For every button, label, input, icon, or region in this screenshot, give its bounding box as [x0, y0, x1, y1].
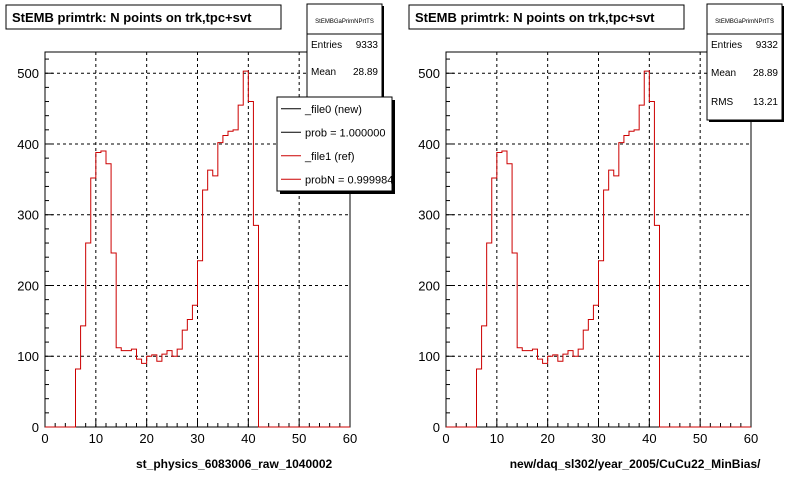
x-tick-label: 0 [442, 431, 449, 446]
legend-entry-label: prob = 1.000000 [305, 127, 385, 139]
x-tick-label: 10 [89, 431, 103, 446]
stats-header: StEMBGaPrimNPrtTS [715, 19, 774, 25]
stats-value: 9332 [756, 40, 779, 51]
y-tick-label: 200 [418, 278, 440, 293]
stats-label: RMS [711, 97, 734, 108]
legend-entry-label: _file1 (ref) [304, 151, 355, 163]
y-tick-label: 400 [418, 137, 440, 152]
left-histogram-panel: 0 10 20 30 40 50 60 0 100 200 300 400 500 StEMB primt… [5, 3, 395, 471]
y-tick-label: 500 [17, 66, 39, 81]
chart-title: StEMB primtrk: N points on trk,tpc+svt [12, 10, 252, 25]
legend-entry-label: _file0 (new) [304, 104, 362, 116]
x-axis-label: st_physics_6083006_raw_1040002 [136, 457, 332, 471]
x-tick-label: 20 [540, 431, 554, 446]
y-tick-label: 0 [433, 420, 440, 435]
x-tick-label: 10 [490, 431, 504, 446]
y-tick-label: 300 [17, 208, 39, 223]
x-tick-label: 60 [744, 431, 758, 446]
y-tick-label: 100 [418, 349, 440, 364]
x-tick-label: 0 [41, 431, 48, 446]
stats-label: Entries [311, 40, 342, 51]
x-tick-label: 60 [343, 431, 357, 446]
histogram-series-line [45, 70, 350, 428]
chart-title: StEMB primtrk: N points on trk,tpc+svt [415, 10, 655, 25]
stats-value: 28.89 [353, 67, 378, 78]
x-tick-label: 30 [591, 431, 605, 446]
title-box [408, 4, 685, 30]
histogram-series-line [446, 70, 751, 428]
y-tick-label: 300 [418, 208, 440, 223]
x-tick-label: 40 [642, 431, 656, 446]
x-tick-label: 30 [190, 431, 204, 446]
y-tick-label: 0 [32, 420, 39, 435]
right-histogram-panel: 0 10 20 30 40 50 60 0 100 200 300 400 500 StEMB primt… [408, 3, 784, 471]
y-tick-label: 200 [17, 278, 39, 293]
stats-box [306, 3, 383, 101]
stats-value: 13.21 [753, 97, 778, 108]
x-tick-label: 50 [292, 431, 306, 446]
legend-box [276, 96, 393, 192]
stats-box [706, 3, 783, 121]
y-tick-label: 400 [17, 137, 39, 152]
x-tick-label: 40 [241, 431, 255, 446]
title-box [5, 4, 282, 30]
x-axis-label: new/daq_sl302/year_2005/CuCu22_MinBias/ [510, 457, 761, 471]
stats-label: Mean [311, 67, 336, 78]
stats-label: Mean [711, 68, 736, 79]
stats-value: 28.89 [753, 68, 778, 79]
legend-entry-label: probN = 0.999984 [305, 174, 393, 186]
y-tick-label: 500 [418, 66, 440, 81]
x-tick-label: 20 [139, 431, 153, 446]
stats-header: StEMBGaPrimNPrtTS [315, 19, 374, 25]
stats-value: 9333 [356, 40, 379, 51]
y-tick-label: 100 [17, 349, 39, 364]
stats-label: Entries [711, 40, 742, 51]
x-tick-label: 50 [693, 431, 707, 446]
